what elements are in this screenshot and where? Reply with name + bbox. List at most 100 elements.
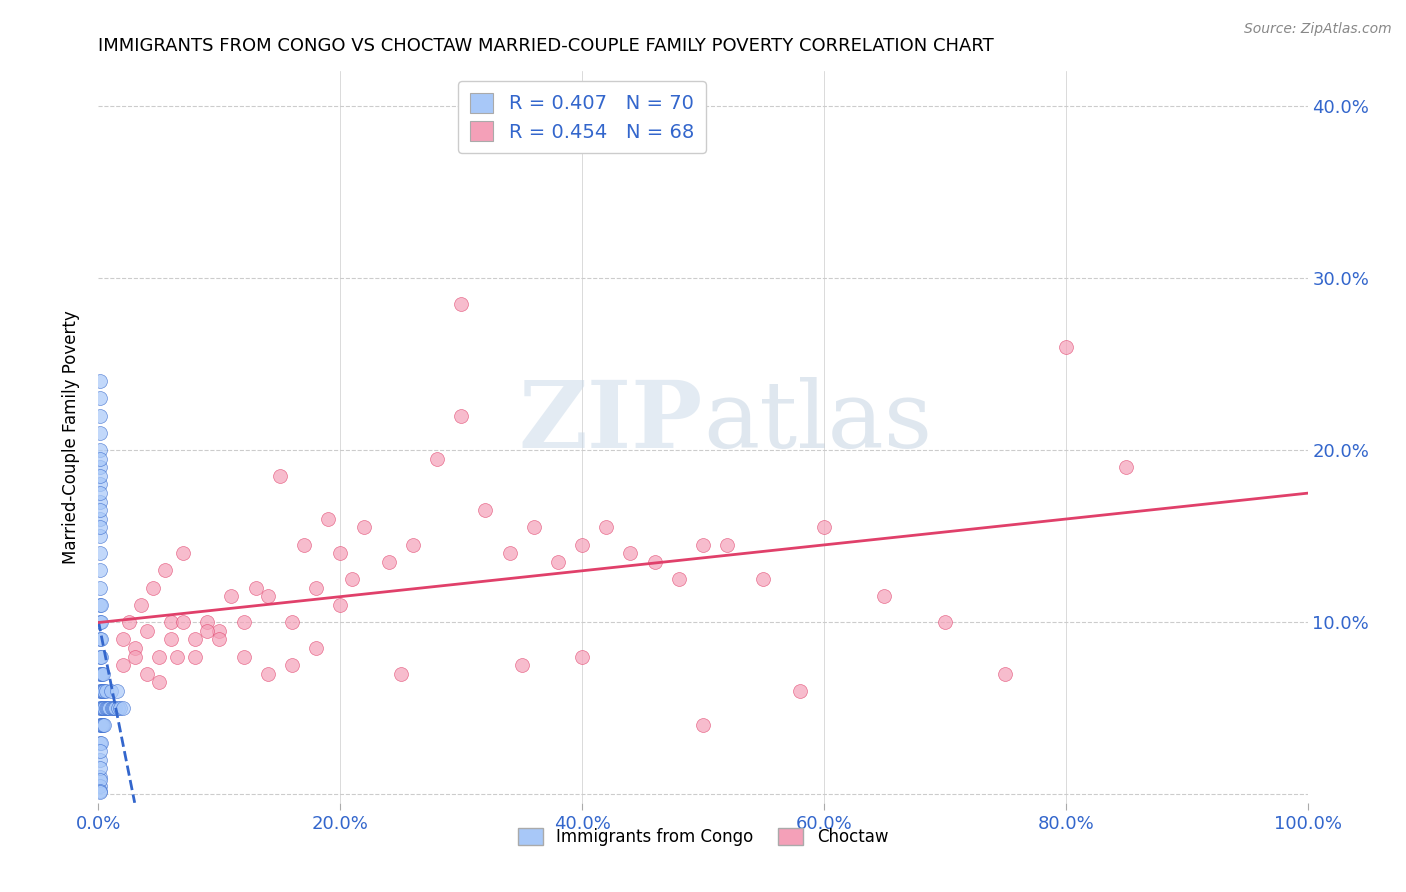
Point — [160, 615, 183, 629]
Point — [89, 684, 111, 698]
Point — [450, 296, 472, 310]
Point — [89, 512, 111, 526]
Text: IMMIGRANTS FROM CONGO VS CHOCTAW MARRIED-COUPLE FAMILY POVERTY CORRELATION CHART: IMMIGRANTS FROM CONGO VS CHOCTAW MARRIED… — [98, 37, 994, 54]
Point — [571, 538, 593, 552]
Point — [595, 520, 617, 534]
Point — [91, 666, 114, 681]
Point — [523, 520, 546, 534]
Point — [148, 675, 170, 690]
Point — [89, 718, 111, 732]
Point — [1054, 340, 1077, 354]
Point — [342, 572, 364, 586]
Point — [129, 598, 152, 612]
Point — [692, 718, 714, 732]
Point — [91, 684, 114, 698]
Point — [111, 632, 134, 647]
Point — [98, 701, 121, 715]
Point — [89, 761, 111, 775]
Point — [104, 701, 127, 715]
Point — [100, 701, 122, 715]
Point — [160, 632, 183, 647]
Point — [124, 649, 146, 664]
Point — [329, 598, 352, 612]
Point — [91, 701, 114, 715]
Point — [91, 718, 114, 732]
Point — [91, 684, 114, 698]
Point — [89, 666, 111, 681]
Point — [111, 701, 134, 715]
Point — [90, 701, 112, 715]
Point — [91, 666, 114, 681]
Point — [94, 684, 117, 698]
Point — [89, 520, 111, 534]
Point — [208, 624, 231, 638]
Point — [305, 581, 328, 595]
Point — [752, 572, 775, 586]
Text: atlas: atlas — [703, 377, 932, 467]
Point — [135, 624, 157, 638]
Point — [153, 564, 176, 578]
Point — [108, 701, 131, 715]
Point — [135, 666, 157, 681]
Point — [89, 785, 111, 799]
Text: ZIP: ZIP — [519, 377, 703, 467]
Point — [873, 589, 896, 603]
Point — [118, 615, 141, 629]
Point — [619, 546, 641, 560]
Point — [103, 701, 125, 715]
Point — [166, 649, 188, 664]
Point — [89, 486, 111, 500]
Point — [91, 718, 114, 732]
Point — [934, 615, 956, 629]
Point — [716, 538, 738, 552]
Point — [184, 649, 207, 664]
Point — [89, 468, 111, 483]
Point — [353, 520, 375, 534]
Point — [1115, 460, 1137, 475]
Point — [292, 538, 315, 552]
Point — [89, 392, 111, 406]
Point — [90, 632, 112, 647]
Point — [89, 744, 111, 758]
Point — [692, 538, 714, 552]
Point — [256, 666, 278, 681]
Point — [498, 546, 520, 560]
Point — [90, 598, 112, 612]
Point — [94, 701, 117, 715]
Point — [281, 615, 304, 629]
Point — [89, 409, 111, 423]
Point — [89, 460, 111, 475]
Point — [89, 425, 111, 440]
Point — [172, 615, 194, 629]
Point — [93, 718, 115, 732]
Point — [100, 684, 122, 698]
Point — [89, 546, 111, 560]
Point — [142, 581, 165, 595]
Point — [426, 451, 449, 466]
Point — [111, 658, 134, 673]
Point — [256, 589, 278, 603]
Point — [89, 773, 111, 788]
Point — [89, 783, 111, 797]
Point — [89, 753, 111, 767]
Legend: Immigrants from Congo, Choctaw: Immigrants from Congo, Choctaw — [512, 822, 894, 853]
Point — [107, 701, 129, 715]
Point — [389, 666, 412, 681]
Point — [89, 735, 111, 749]
Point — [329, 546, 352, 560]
Point — [105, 684, 128, 698]
Point — [402, 538, 425, 552]
Point — [195, 624, 218, 638]
Point — [89, 581, 111, 595]
Point — [89, 701, 111, 715]
Point — [89, 477, 111, 491]
Point — [89, 374, 111, 388]
Y-axis label: Married-Couple Family Poverty: Married-Couple Family Poverty — [62, 310, 80, 564]
Point — [89, 770, 111, 784]
Point — [91, 701, 114, 715]
Point — [89, 503, 111, 517]
Point — [232, 649, 254, 664]
Point — [221, 589, 243, 603]
Point — [93, 701, 115, 715]
Point — [450, 409, 472, 423]
